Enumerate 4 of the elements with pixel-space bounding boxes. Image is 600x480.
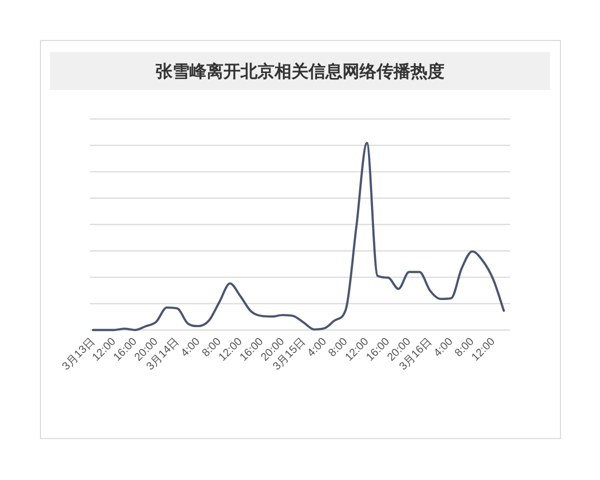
x-tick-label: 4:00 xyxy=(178,336,203,360)
x-tick-label: 4:00 xyxy=(305,336,329,360)
chart-title: 张雪峰离开北京相关信息网络传播热度 xyxy=(156,62,444,81)
x-tick-label: 4:00 xyxy=(432,336,456,360)
